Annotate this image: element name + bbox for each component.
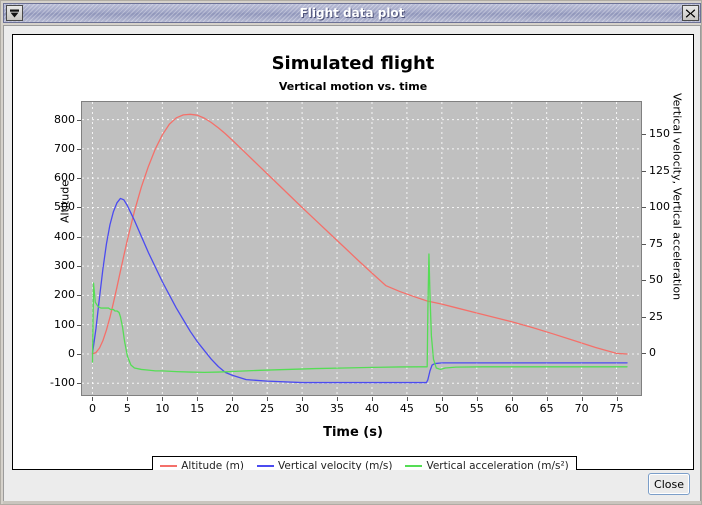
axis-tick-mark [371,397,373,401]
axis-tick-mark [162,397,164,401]
chart-title: Simulated flight [271,53,435,74]
legend-item-vertical-velocity: Vertical velocity (m/s) [257,460,392,472]
axis-tick-label: 25 [649,309,663,323]
axis-tick-label: 100 [649,200,670,214]
axis-tick-label: 70 [574,402,589,415]
window-menu-icon[interactable] [6,5,23,21]
axis-tick-mark [127,397,129,401]
axis-tick-mark [92,397,94,401]
axis-tick-label: 30 [295,402,310,415]
plot-svg [82,102,641,395]
axis-tick-label: -100 [50,376,75,390]
axis-tick-mark [476,397,478,401]
axis-tick-mark [441,397,443,401]
axis-tick-mark [267,397,269,401]
legend-label-vertical-acceleration: Vertical acceleration (m/s²) [426,459,569,472]
plot-area [81,101,642,396]
axis-tick-label: 700 [54,141,75,155]
axis-tick-label: 500 [54,200,75,214]
axis-tick-mark [642,207,646,209]
axis-tick-label: 15 [190,402,205,415]
axis-tick-mark [77,119,81,121]
x-axis-label: Time (s) [323,425,383,440]
axis-tick-mark [77,324,81,326]
axis-tick-mark [511,397,513,401]
axis-tick-label: 150 [649,127,670,141]
axis-tick-label: 800 [54,112,75,126]
axis-tick-label: 125 [649,163,670,177]
legend-swatch-altitude [160,464,178,467]
axis-tick-label: 75 [609,402,624,415]
window-titlebar[interactable]: Flight data plot [3,3,701,23]
window-content: Simulated flight Vertical motion vs. tim… [3,25,701,502]
axis-tick-mark [77,148,81,150]
axis-tick-label: 100 [54,317,75,331]
chart-subtitle: Vertical motion vs. time [278,80,428,93]
axis-tick-label: 65 [539,402,554,415]
axis-tick-mark [642,243,646,245]
axis-tick-mark [77,178,81,180]
window-bottom-edge [3,501,701,504]
axis-tick-label: 5 [123,402,131,415]
legend-label-vertical-velocity: Vertical velocity (m/s) [278,459,393,472]
axis-tick-mark [302,397,304,401]
axis-tick-label: 60 [504,402,519,415]
axis-tick-label: 300 [54,259,75,273]
legend-item-vertical-acceleration: Vertical acceleration (m/s²) [405,459,569,472]
axis-tick-mark [77,207,81,209]
axis-tick-label: 400 [54,229,75,243]
axis-tick-mark [77,266,81,268]
legend-label-altitude: Altitude (m) [181,459,245,472]
window-title: Flight data plot [299,6,405,20]
axis-tick-label: 600 [54,171,75,185]
axis-tick-mark [406,397,408,401]
axis-tick-mark [642,353,646,355]
axis-tick-label: 35 [330,402,345,415]
axis-tick-label: 10 [155,402,170,415]
axis-tick-mark [546,397,548,401]
legend-swatch-vertical-acceleration [405,464,423,467]
dialog-footer: Close [4,470,700,501]
axis-tick-label: 40 [364,402,379,415]
axis-tick-mark [581,397,583,401]
axis-tick-label: 45 [399,402,414,415]
legend-swatch-vertical-velocity [257,464,275,467]
axis-tick-label: 20 [225,402,240,415]
axis-tick-mark [77,295,81,297]
axis-tick-label: 55 [469,402,484,415]
axis-tick-label: 75 [649,236,663,250]
axis-tick-label: 50 [649,273,663,287]
axis-tick-mark [642,134,646,136]
axis-tick-mark [77,236,81,238]
axis-tick-mark [77,383,81,385]
axis-tick-label: 200 [54,288,75,302]
axis-tick-mark [616,397,618,401]
axis-tick-label: 0 [68,346,75,360]
axis-tick-mark [642,280,646,282]
axis-tick-mark [77,353,81,355]
axis-tick-mark [642,316,646,318]
close-icon[interactable] [682,5,699,21]
axis-tick-mark [337,397,339,401]
axis-tick-label: 0 [88,402,96,415]
axis-tick-label: 50 [434,402,449,415]
chart-panel: Simulated flight Vertical motion vs. tim… [12,34,694,475]
axis-tick-mark [642,170,646,172]
axis-tick-mark [232,397,234,401]
axis-tick-label: 0 [649,346,656,360]
axis-tick-label: 25 [260,402,275,415]
legend-item-altitude: Altitude (m) [160,460,244,472]
axis-tick-mark [197,397,199,401]
close-button[interactable]: Close [648,473,690,495]
